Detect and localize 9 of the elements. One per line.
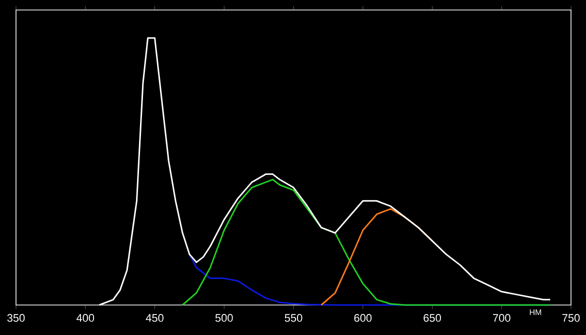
x-tick-label: 500: [215, 314, 233, 322]
x-tick-label: 600: [354, 314, 372, 322]
x-tick-label: 350: [7, 314, 25, 322]
x-tick-label: 750: [562, 314, 580, 322]
x-tick-label: 450: [146, 314, 164, 322]
x-tick-label: 400: [76, 314, 94, 322]
x-tick-label: 550: [284, 314, 302, 322]
x-tick-label: 700: [493, 314, 510, 322]
x-tick-label: 650: [424, 314, 441, 322]
